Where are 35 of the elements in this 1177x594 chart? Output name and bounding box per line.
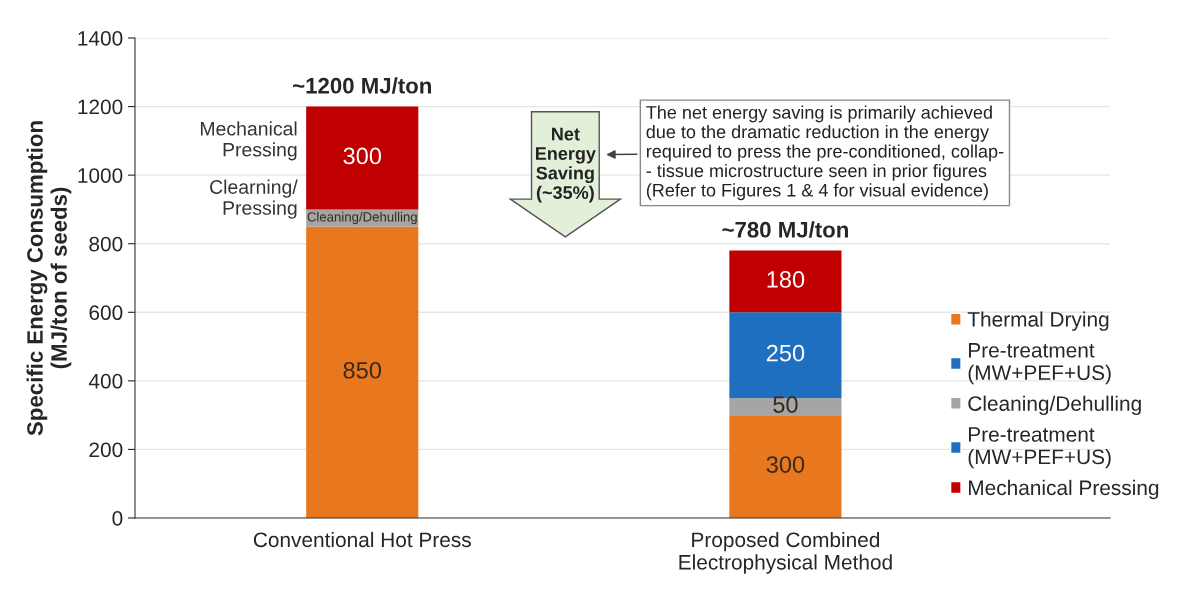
y-axis-title: Specific Energy Consumption (MJ/ton of seeds) xyxy=(26,121,72,436)
data-label: 180 xyxy=(767,271,805,288)
total-label: ~1200 MJ/ton xyxy=(293,77,431,94)
data-label: 300 xyxy=(766,456,805,473)
x-tick-label: Proposed Combined Electrophysical Method xyxy=(679,531,892,574)
x-tick-label: Conventional Hot Press xyxy=(253,531,471,548)
legend-label: Pre-treatment (MW+PEF+US) xyxy=(968,343,1111,385)
y-tick-label: 1200 xyxy=(78,99,123,115)
y-tick-label: 0 xyxy=(112,511,123,526)
data-label: 50 xyxy=(773,396,798,413)
y-tick-label: 800 xyxy=(89,236,123,252)
data-label: Cleaning/Dehulling xyxy=(307,211,417,225)
bar xyxy=(306,106,419,210)
data-label: 850 xyxy=(343,361,382,379)
bar xyxy=(729,250,842,313)
bar xyxy=(729,312,842,398)
y-tick-label: 1000 xyxy=(78,168,123,183)
legend-label: Thermal Drying xyxy=(967,311,1109,331)
annotation: Net Energy Saving (~35%) xyxy=(535,127,596,203)
bar xyxy=(306,226,419,518)
bar xyxy=(729,398,842,416)
data-label: 250 xyxy=(766,344,805,362)
legend-label: Cleaning/Dehulling xyxy=(968,395,1141,416)
y-tick-label: 200 xyxy=(89,442,123,458)
legend-label: Mechanical Pressing xyxy=(969,479,1159,500)
y-tick-label: 400 xyxy=(88,373,123,389)
data-label: 300 xyxy=(343,147,382,165)
y-tick-label: 600 xyxy=(89,305,123,321)
annotation: Clearning/ Pressing xyxy=(210,179,298,219)
y-tick-label: 1400 xyxy=(78,31,123,46)
total-label: ~780 MJ/ton xyxy=(722,221,848,238)
annotation: The net energy saving is primarily achieved due to the dramatic reduction in the energy required to press the pre-conditioned, collap- - tissue microstructure seen in prior figures (Refer to Figures 1 & 4 for visual evidence) xyxy=(646,105,1004,201)
bar xyxy=(729,415,842,518)
legend-label: Pre-treatment (MW+PEF+US) xyxy=(968,427,1111,469)
annotation: Mechanical Pressing xyxy=(200,121,297,161)
